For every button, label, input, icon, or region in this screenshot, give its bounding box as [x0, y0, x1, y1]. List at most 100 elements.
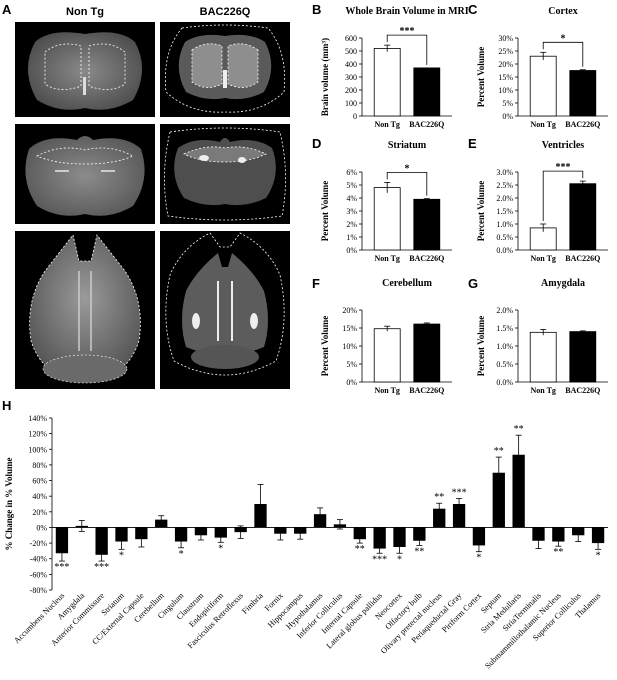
y-tick-label: 0.5%: [496, 360, 513, 369]
mri-image-bac226q-row1: [160, 22, 290, 117]
y-axis-label: Percent Volume: [476, 47, 486, 108]
significance-marker: **: [434, 492, 444, 503]
y-tick-label: 2.0%: [496, 306, 513, 315]
panel-label-b: B: [312, 2, 322, 17]
significance-bracket: [386, 34, 428, 65]
significance-bracket: [542, 41, 584, 67]
panel-label-c: C: [468, 2, 478, 17]
bar-bac226q: [413, 198, 441, 251]
y-tick-label: -80%: [30, 586, 48, 595]
mri-image-bac226q-row3: [160, 231, 290, 389]
y-tick-label: 400: [345, 60, 357, 69]
bar-non-tg: [373, 48, 401, 117]
significance-marker: *: [561, 33, 566, 44]
y-tick-label: 1.0%: [496, 342, 513, 351]
y-axis-label: Percent Volume: [476, 316, 486, 377]
y-tick-label: -60%: [30, 570, 48, 579]
y-tick-label: -40%: [30, 555, 48, 564]
significance-marker: **: [553, 547, 563, 558]
category-label: BAC226Q: [409, 120, 444, 129]
y-tick-label: 15%: [342, 324, 357, 333]
y-tick-label: 100%: [28, 445, 47, 454]
chart-b: Whole Brain Volume in MRI Brain volume (m…: [320, 6, 469, 129]
y-tick-label: 0: [353, 112, 357, 121]
y-tick-label: 6%: [346, 168, 357, 177]
y-tick-label: 0.0%: [496, 246, 513, 255]
y-tick-label: 0%: [36, 523, 47, 532]
y-tick-label: 25%: [498, 47, 513, 56]
y-tick-label: 80%: [32, 461, 47, 470]
significance-marker: **: [414, 546, 424, 557]
y-axis-label: Percent Volume: [320, 181, 330, 242]
y-tick-label: 200: [345, 86, 357, 95]
bar: [413, 527, 426, 541]
y-tick-label: 3%: [346, 207, 357, 216]
bar: [353, 527, 366, 540]
y-tick-label: 10%: [342, 342, 357, 351]
significance-marker: ***: [556, 162, 571, 173]
significance-marker: *: [179, 549, 184, 560]
significance-marker: **: [494, 446, 504, 457]
bar: [393, 527, 406, 547]
significance-marker: *: [397, 554, 402, 565]
significance-marker: ***: [372, 554, 387, 565]
y-tick-label: 40%: [32, 492, 47, 501]
bar-bac226q: [413, 323, 441, 383]
category-label: Non Tg: [374, 254, 399, 263]
y-tick-label: 1.5%: [496, 207, 513, 216]
chart-title: Amygdala: [541, 278, 585, 289]
significance-marker: *: [405, 163, 410, 174]
chart-c: Cortex Percent Volume 0% 5% 10% 15% 20% 25% 30% N…: [476, 6, 608, 129]
y-tick-label: 5%: [346, 360, 357, 369]
bar-bac226q: [569, 331, 597, 383]
bar-non-tg: [529, 55, 557, 117]
y-tick-label: 300: [345, 73, 357, 82]
y-tick-label: 500: [345, 47, 357, 56]
y-tick-label: 1.5%: [496, 324, 513, 333]
chart-f: Cerebellum Percent Volume 0% 5% 10% 15% 20% Non…: [320, 278, 452, 395]
y-axis-label: Percent Volume: [476, 181, 486, 242]
bar: [174, 527, 188, 542]
y-tick-label: 20%: [32, 508, 47, 517]
y-tick-label: 600: [345, 34, 357, 43]
y-axis-label: % Change in % Volume: [4, 457, 14, 550]
y-tick-label: 60%: [32, 477, 47, 486]
bar: [373, 527, 386, 549]
bar: [452, 504, 466, 528]
y-tick-label: 0%: [502, 112, 513, 121]
significance-bracket: [542, 170, 584, 221]
mri-image-non-tg-row1: [15, 22, 155, 117]
significance-marker: *: [119, 550, 124, 561]
y-tick-label: 0.5%: [496, 233, 513, 242]
y-tick-label: 5%: [502, 99, 513, 108]
significance-marker: **: [514, 424, 524, 435]
y-tick-label: 2.0%: [496, 194, 513, 203]
panel-label-g: G: [468, 276, 479, 291]
bar: [512, 454, 525, 528]
chart-d: Striatum Percent Volume 0% 1% 2% 3% 4% 5% 6% Non …: [320, 140, 452, 263]
bar-non-tg: [529, 331, 557, 383]
y-tick-label: 140%: [28, 414, 47, 423]
significance-marker: **: [355, 544, 365, 555]
y-tick-label: 5%: [346, 181, 357, 190]
significance-bracket: [386, 172, 428, 196]
category-label: BAC226Q: [565, 254, 600, 263]
mri-image-non-tg-row3: [15, 231, 155, 389]
significance-marker: ***: [400, 26, 415, 37]
y-axis-label: Percent Volume: [320, 316, 330, 377]
small-bar-charts: Whole Brain Volume in MRI Brain volume (m…: [320, 6, 608, 395]
y-tick-label: 3.0%: [496, 168, 513, 177]
panel-label-d: D: [312, 136, 322, 151]
chart-title: Cortex: [548, 6, 577, 17]
bar: [55, 527, 69, 554]
column-title-non-tg: Non Tg: [66, 6, 104, 18]
panel-label-a: A: [2, 2, 12, 17]
y-tick-label: 0%: [346, 246, 357, 255]
significance-marker: ***: [54, 562, 69, 573]
significance-marker: ***: [452, 488, 467, 499]
y-tick-label: 0.0%: [496, 378, 513, 387]
y-tick-label: 10%: [498, 86, 513, 95]
mri-image-bac226q-row2: [160, 124, 290, 224]
significance-marker: *: [476, 553, 481, 564]
y-tick-label: 2%: [346, 220, 357, 229]
